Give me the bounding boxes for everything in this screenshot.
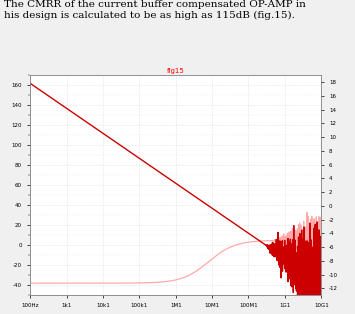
Title: fig15: fig15 bbox=[167, 68, 185, 73]
Text: The CMRR of the current buffer compensated OP-AMP in
his design is calculated to: The CMRR of the current buffer compensat… bbox=[4, 0, 305, 19]
